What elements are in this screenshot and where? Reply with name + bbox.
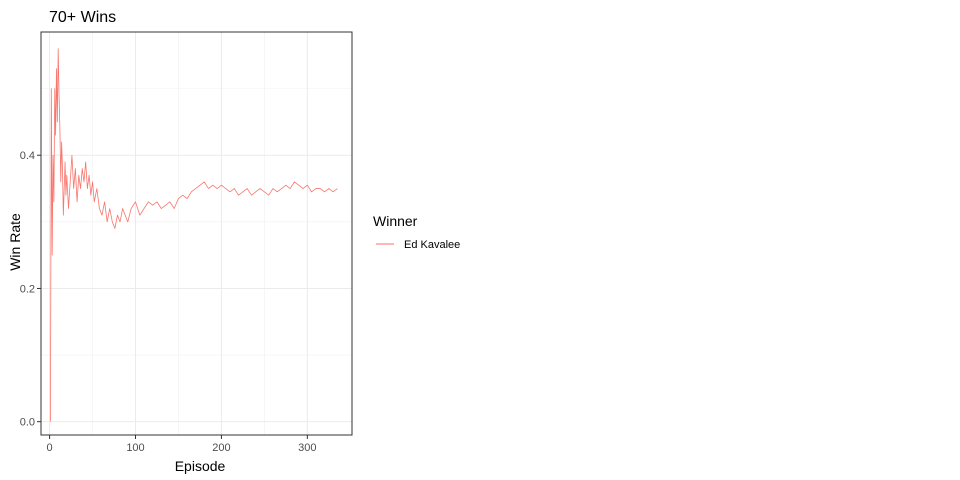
x-tick-label-1: 100 [126,442,144,454]
x-axis-title: Episode [175,458,226,474]
legend: Winner Ed Kavalee [373,213,460,251]
legend-title: Winner [373,213,418,229]
y-tick-label-1: 0.2 [20,283,35,295]
y-axis: 0.0 0.2 0.4 [20,150,41,429]
series-line-0 [50,48,338,422]
chart-title: 70+ Wins [49,9,116,26]
y-tick-label-2: 0.4 [20,150,35,162]
x-tick-label-0: 0 [47,442,53,454]
grid-minor [41,32,352,435]
x-tick-label-2: 200 [212,442,230,454]
plot-border [40,31,353,436]
x-tick-label-3: 300 [298,442,316,454]
legend-label-ed-kavalee: Ed Kavalee [404,239,460,251]
y-tick-label-0: 0.0 [20,417,35,429]
x-axis: 0 100 200 300 [47,435,317,454]
grid-major [41,32,352,435]
y-axis-title: Win Rate [7,213,23,271]
series-layer [50,48,338,422]
plot-panel [41,32,352,435]
